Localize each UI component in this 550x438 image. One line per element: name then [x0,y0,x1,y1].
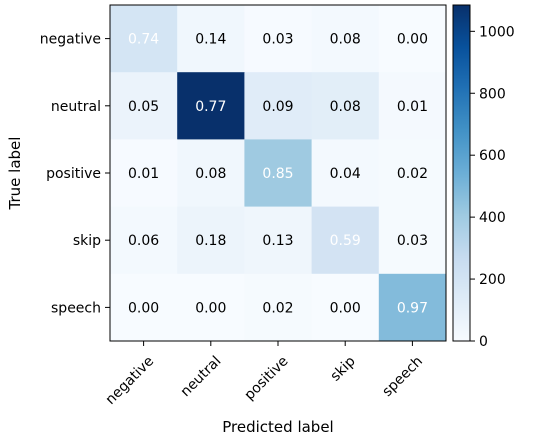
heatmap-cell [177,72,245,140]
colorbar-tick-label: 800 [479,86,506,102]
heatmap-cell [110,273,178,342]
x-tick-label: neutral [178,353,225,400]
x-tick-label: speech [379,353,426,400]
heatmap-cell [110,72,178,140]
cell-value-label: 0.01 [128,166,159,182]
cell-value-label: 0.18 [195,233,226,249]
cell-value-labels: 0.74 0.14 0.03 0.08 0.00 0.05 0.77 0.09 0.08 0.01… [128,32,428,317]
heatmap-cell [311,139,380,208]
cell-value-label: 0.00 [195,300,226,316]
heatmap-cell [378,273,447,342]
y-tick-label: negative [40,32,101,48]
x-axis-label: Predicted label [222,418,333,436]
y-tick-label: skip [73,233,101,249]
cell-value-label: 0.03 [397,233,428,249]
heatmap-cell [311,273,380,342]
y-tick-label: positive [46,166,101,182]
heatmap-cell [311,206,380,275]
heatmap-cell [311,72,380,140]
heatmap-cell [244,139,313,208]
y-tick-label: speech [51,300,101,316]
cell-value-label: 0.85 [262,166,293,182]
cell-value-label: 0.13 [262,233,293,249]
heatmap-cell [378,139,447,208]
heatmap-cells [110,5,447,342]
colorbar-tick-label: 1000 [479,24,515,40]
heatmap-cell [177,5,245,73]
colorbar-tick-label: 400 [479,210,506,226]
heatmap-cell [177,206,245,275]
colorbar-tick-label: 600 [479,148,506,164]
cell-value-label: 0.01 [397,99,428,115]
heatmap-cell [177,139,245,208]
x-tick-label: negative [103,353,158,408]
x-tick-label: positive [241,353,291,403]
cell-value-label: 0.02 [397,166,428,182]
heatmap-cell [244,72,313,140]
heatmap-cell [311,5,380,73]
y-axis-label: True label [6,137,24,211]
cell-value-label: 0.09 [262,99,293,115]
cell-value-label: 0.97 [397,300,428,316]
y-axis-ticks: negative neutral positive skip speech [40,32,110,316]
colorbar-tick-label: 0 [479,334,488,350]
cell-value-label: 0.14 [195,32,226,48]
cell-value-label: 0.77 [195,99,226,115]
colorbar-tick-label: 200 [479,272,506,288]
x-axis-ticks: negative neutral positive skip speech [103,341,426,408]
cell-value-label: 0.04 [330,166,361,182]
heatmap-cell [378,5,447,73]
heatmap-cell [177,273,245,342]
cell-value-label: 0.08 [195,166,226,182]
heatmap-cell [110,206,178,275]
heatmap-cell [110,5,178,73]
cell-value-label: 0.02 [262,300,293,316]
cell-value-label: 0.05 [128,99,159,115]
cell-value-label: 0.08 [330,32,361,48]
cell-value-label: 0.00 [397,32,428,48]
cell-value-label: 0.59 [330,233,361,249]
colorbar: 0 200 400 600 800 1000 [452,4,515,350]
y-tick-label: neutral [51,99,101,115]
cell-value-label: 0.06 [128,233,159,249]
heatmap-cell [244,206,313,275]
heatmap-cell [378,206,447,275]
heatmap-cell [110,139,178,208]
heatmap-cell [244,273,313,342]
cell-value-label: 0.08 [330,99,361,115]
cell-value-label: 0.00 [330,300,361,316]
cell-value-label: 0.00 [128,300,159,316]
heatmap-cell [244,5,313,73]
cell-value-label: 0.74 [128,32,159,48]
colorbar-ticks: 0 200 400 600 800 1000 [470,24,515,350]
cell-value-label: 0.03 [262,32,293,48]
x-tick-label: skip [328,353,359,384]
colorbar-gradient [452,4,471,342]
heatmap-cell [378,72,447,140]
